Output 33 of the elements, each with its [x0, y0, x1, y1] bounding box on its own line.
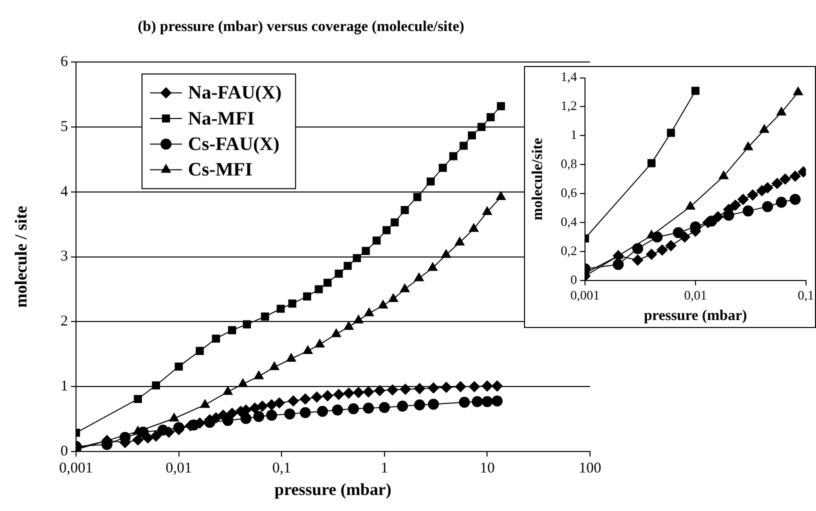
legend-label: Cs-MFI [188, 160, 252, 181]
x-tick-label: 10 [480, 460, 495, 477]
y-tick-label: 4 [60, 184, 68, 200]
y-tick-label: 1,4 [560, 69, 578, 84]
y-tick-label: 1,2 [560, 98, 577, 114]
y-tick-label: 0,4 [560, 214, 578, 229]
x-axis-title: pressure (mbar) [644, 308, 748, 324]
y-tick-label: 2 [60, 314, 68, 330]
y-tick-label: 1 [570, 127, 577, 142]
y-tick-label: 0 [570, 272, 577, 287]
x-tick-label: 1 [380, 460, 388, 477]
y-tick-label: 0,6 [560, 184, 578, 200]
x-tick-label: 0,1 [272, 460, 291, 477]
y-tick-label: 5 [60, 118, 68, 135]
x-tick-label: 0,01 [684, 288, 707, 303]
y-axis-title: molecule / site [12, 205, 31, 308]
x-tick-label: 100 [578, 460, 602, 477]
x-tick-label: 0,1 [798, 288, 814, 303]
y-tick-label: 0 [60, 444, 68, 460]
legend-label: Na-FAU(X) [188, 82, 282, 104]
legend-label: Cs-FAU(X) [188, 134, 280, 156]
x-axis-title: pressure (mbar) [274, 480, 392, 500]
legend-label: Na-MFI [188, 108, 254, 130]
y-tick-label: 6 [60, 54, 68, 70]
y-tick-label: 1 [60, 378, 68, 395]
y-tick-label: 0,8 [560, 156, 577, 172]
y-tick-label: 0,2 [560, 242, 577, 258]
chart-title: (b) pressure (mbar) versus coverage (molecule/site) [138, 18, 464, 35]
y-tick-label: 3 [60, 248, 68, 265]
x-tick-label: 0,01 [166, 460, 192, 477]
x-tick-label: 0,001 [570, 288, 600, 303]
x-tick-label: 0,001 [59, 460, 93, 477]
y-axis-title: molecule/site [530, 138, 546, 220]
